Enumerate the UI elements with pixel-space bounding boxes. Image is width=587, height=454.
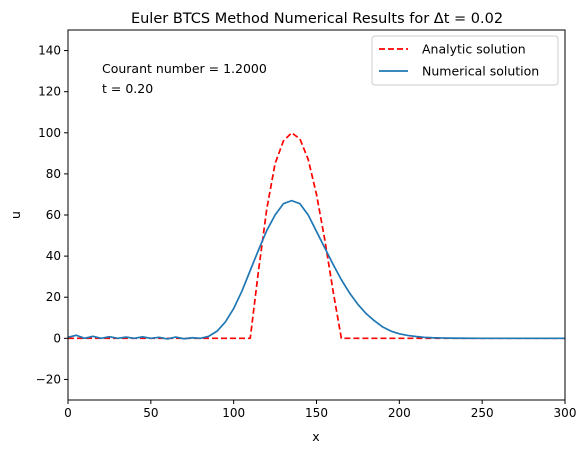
- y-axis-ticks: −20 0 20 40 60 80 100 120 140: [36, 44, 68, 386]
- chart-title: Euler BTCS Method Numerical Results for …: [131, 11, 503, 27]
- annotation-courant: Courant number = 1.2000: [102, 61, 267, 76]
- x-tick-label: 250: [471, 406, 494, 420]
- y-tick-label: 120: [38, 85, 61, 99]
- series-line-numerical: [67, 199, 565, 340]
- y-tick-label: 60: [46, 208, 61, 222]
- x-tick-label: 150: [305, 406, 328, 420]
- x-tick-label: 50: [143, 406, 158, 420]
- legend: Analytic solution Numerical solution: [371, 35, 559, 86]
- annotation-time: t = 0.20: [102, 81, 153, 96]
- x-tick-label: 100: [222, 406, 245, 420]
- legend-label-numerical: Numerical solution: [422, 64, 539, 79]
- y-tick-label: 140: [38, 44, 61, 58]
- y-axis-label: u: [8, 211, 23, 219]
- y-tick-label: −20: [36, 372, 61, 386]
- series-line-analytic: [68, 131, 565, 340]
- x-tick-label: 0: [64, 406, 72, 420]
- y-tick-label: 40: [46, 249, 61, 263]
- x-axis-label: x: [312, 429, 319, 444]
- x-axis-ticks: 0 50 100 150 200 250 300: [64, 400, 576, 420]
- y-tick-label: 0: [53, 331, 61, 345]
- y-tick-label: 20: [46, 290, 61, 304]
- x-tick-label: 300: [554, 406, 577, 420]
- legend-box: [371, 35, 559, 86]
- x-tick-label: 200: [388, 406, 411, 420]
- y-tick-label: 80: [46, 167, 61, 181]
- plot-layer: [67, 131, 565, 340]
- legend-label-analytic: Analytic solution: [422, 42, 526, 57]
- y-tick-label: 100: [38, 126, 61, 140]
